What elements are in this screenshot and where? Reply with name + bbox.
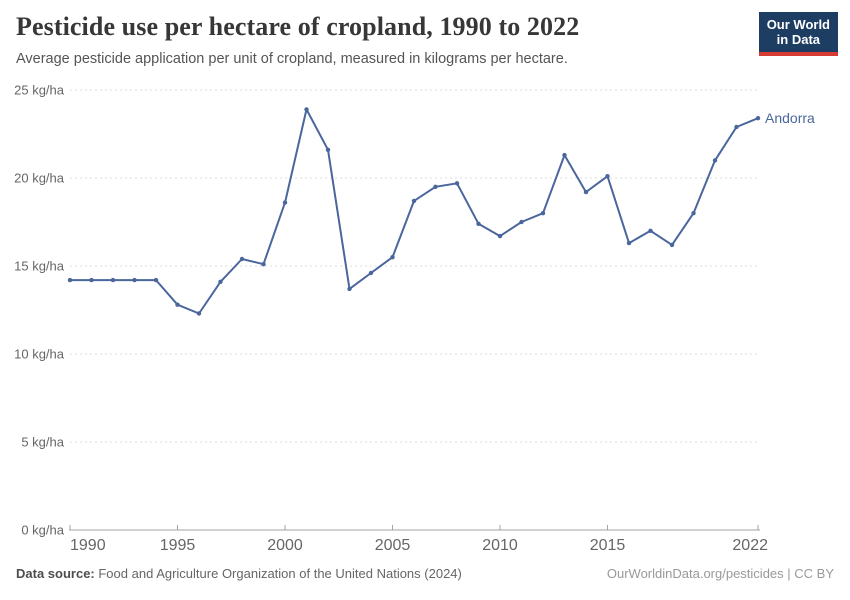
x-tick-label: 1995 xyxy=(160,537,196,554)
x-tick-label: 1990 xyxy=(70,537,106,554)
data-point xyxy=(153,277,159,283)
series-end-label-andorra: Andorra xyxy=(765,110,815,126)
owid-url-link[interactable]: OurWorldinData.org/pesticides | CC BY xyxy=(606,566,834,581)
owid-logo: Our World in Data xyxy=(758,12,838,56)
data-point xyxy=(476,221,481,226)
data-point xyxy=(89,277,94,283)
data-point xyxy=(626,240,632,246)
y-tick-label: 5 kg/ha xyxy=(21,435,64,450)
data-point xyxy=(755,116,761,121)
y-tick-label: 10 kg/ha xyxy=(14,347,65,362)
data-point xyxy=(712,158,718,163)
y-axis-labels: 0 kg/ha 5 kg/ha 10 kg/ha 15 kg/ha 20 kg/ha 25… xyxy=(14,83,65,538)
data-point xyxy=(605,174,610,179)
x-tick-label: 2000 xyxy=(267,537,303,554)
data-point xyxy=(347,286,352,292)
data-source-label: Data source: xyxy=(16,566,95,581)
data-point xyxy=(282,200,288,205)
data-point xyxy=(368,270,374,276)
data-point xyxy=(562,152,567,158)
y-tick-label: 20 kg/ha xyxy=(14,171,65,186)
data-point xyxy=(519,219,524,225)
data-point xyxy=(304,107,309,112)
gridlines xyxy=(69,89,760,531)
x-axis: 1990 1995 2000 2005 2010 2015 2022 xyxy=(69,525,768,554)
data-point xyxy=(390,255,395,260)
data-source-text: Food and Agriculture Organization of the… xyxy=(94,566,462,581)
data-point xyxy=(454,181,460,186)
y-tick-label: 15 kg/ha xyxy=(14,259,65,274)
data-point xyxy=(175,302,180,307)
data-point xyxy=(734,124,739,130)
data-point xyxy=(110,277,116,283)
data-point xyxy=(411,198,417,204)
data-point xyxy=(261,262,266,267)
page-title: Pesticide use per hectare of cropland, 1… xyxy=(16,12,580,41)
x-tick-label: 2005 xyxy=(375,537,411,554)
y-tick-label: 0 kg/ha xyxy=(21,523,64,538)
data-point xyxy=(196,311,202,316)
data-point xyxy=(691,211,696,216)
data-point xyxy=(540,211,546,216)
x-tick-label: 2015 xyxy=(590,537,626,554)
data-source-note: Data source: Food and Agriculture Organi… xyxy=(16,566,462,581)
data-point xyxy=(67,277,73,283)
data-point xyxy=(132,277,137,283)
data-point xyxy=(325,147,331,152)
y-tick-label: 25 kg/ha xyxy=(14,83,65,98)
x-tick-label: 2010 xyxy=(482,537,518,554)
data-point xyxy=(218,279,223,284)
data-point xyxy=(583,189,589,195)
owid-logo-line2: in Data xyxy=(776,32,821,48)
data-point xyxy=(648,228,653,233)
data-point xyxy=(669,242,675,248)
series-andorra-line xyxy=(67,107,761,316)
data-point xyxy=(239,256,245,262)
series-path xyxy=(69,108,759,315)
data-point xyxy=(433,184,438,189)
chart-footer: Data source: Food and Agriculture Organi… xyxy=(16,566,834,581)
x-tick-label: 2022 xyxy=(732,537,768,554)
data-point xyxy=(497,233,503,239)
page-subtitle: Average pesticide application per unit o… xyxy=(16,51,568,67)
owid-logo-line1: Our World xyxy=(766,17,830,32)
